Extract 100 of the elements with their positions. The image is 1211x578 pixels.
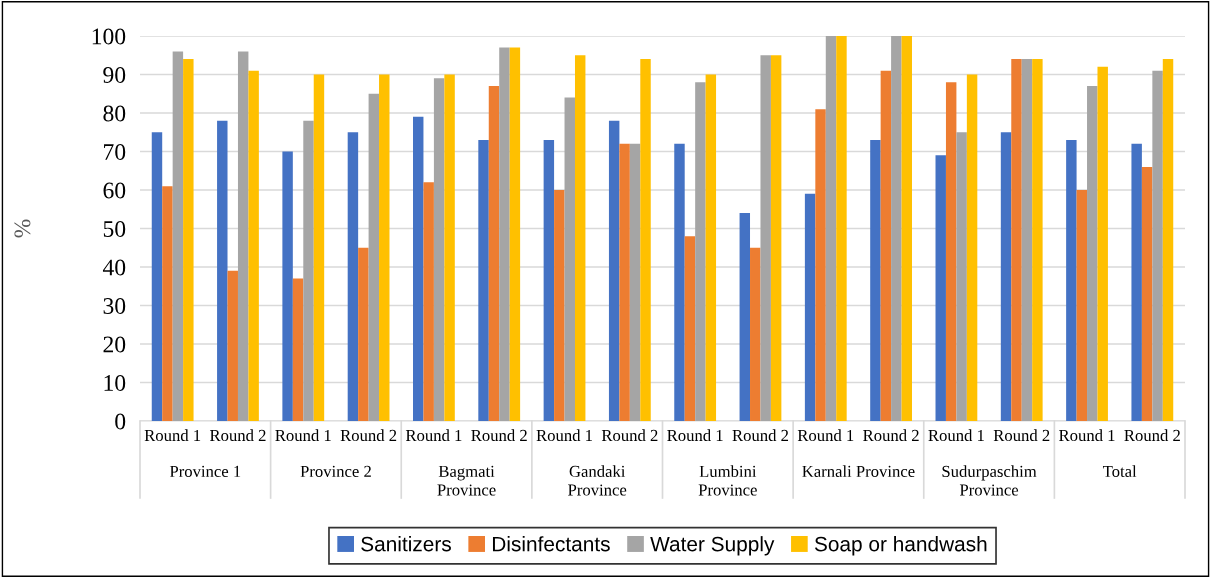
bar (1152, 70, 1163, 421)
bar (183, 59, 194, 421)
legend-label: Disinfectants (492, 536, 610, 552)
bar (478, 139, 489, 421)
x-tick-label: Round 2 (471, 429, 527, 442)
bar (488, 86, 500, 421)
bar (499, 47, 510, 421)
bar (543, 139, 555, 421)
x-tick-label: Round 2 (993, 429, 1050, 442)
bar (248, 70, 259, 421)
y-tick-label: 90 (103, 66, 126, 83)
y-tick-label: 30 (103, 297, 126, 314)
bar (313, 74, 325, 421)
bar (705, 74, 717, 421)
bar (379, 74, 390, 421)
bar (444, 74, 455, 421)
bar (292, 278, 304, 421)
bar (1087, 86, 1098, 421)
bar (825, 36, 837, 421)
legend-label: Sanitizers (361, 536, 451, 552)
bar (227, 270, 238, 421)
bar (1032, 59, 1043, 421)
y-tick-label: 40 (102, 259, 126, 276)
x-tick-label: Round 1 (1059, 429, 1115, 442)
bar (413, 116, 424, 421)
bar (1162, 59, 1174, 421)
x-tick-label: Round 2 (340, 429, 397, 442)
y-tick-label: 0 (115, 413, 126, 430)
bar (1141, 166, 1153, 421)
bar (956, 132, 967, 421)
bar (1066, 139, 1077, 421)
bar (608, 120, 620, 421)
bar (966, 74, 978, 421)
bar (640, 59, 651, 421)
y-tick-label: 10 (104, 374, 126, 391)
bar (619, 143, 630, 421)
bar (282, 151, 293, 421)
bar (684, 236, 696, 421)
x-tick-label: Round 1 (275, 429, 331, 442)
bar (739, 213, 751, 421)
text: Province 1 (169, 465, 241, 477)
bar (237, 51, 249, 421)
bar (695, 82, 706, 421)
text: Total (1102, 465, 1137, 477)
bar (1076, 190, 1088, 421)
text: Province 2 (300, 465, 371, 477)
x-tick-label: Round 2 (1124, 429, 1180, 442)
y-tick-label: 70 (104, 143, 126, 160)
bar (423, 182, 434, 421)
x-tick-label: Round 2 (732, 429, 789, 442)
bar (564, 97, 575, 421)
y-tick-label: 20 (103, 336, 126, 353)
bar (945, 82, 957, 421)
bar (303, 120, 314, 421)
bar (217, 120, 228, 421)
bar (1131, 143, 1142, 421)
y-axis-title: % (14, 219, 31, 238)
bar (870, 139, 881, 421)
x-tick-label: Round 2 (209, 429, 266, 442)
text: Bagmati Province (437, 465, 496, 496)
x-tick-label: Round 1 (144, 429, 201, 442)
bar (1021, 59, 1033, 421)
text: Sudurpaschim Province (942, 465, 1037, 496)
x-tick-label: Round 1 (928, 429, 984, 442)
bar (674, 143, 685, 421)
y-tick-label: 80 (103, 105, 126, 122)
bar (750, 247, 761, 421)
bar (509, 47, 521, 421)
bar (629, 143, 641, 421)
y-tick-label: 100 (92, 28, 126, 45)
bar (901, 36, 912, 421)
bar (760, 55, 771, 421)
x-tick-label: Round 1 (797, 429, 854, 442)
legend-label: Water Supply (650, 536, 775, 556)
bar (804, 193, 816, 421)
bar (1011, 59, 1022, 421)
bar (880, 70, 892, 421)
bar (815, 109, 826, 421)
bar (554, 190, 565, 421)
bar (574, 55, 586, 421)
bar (1000, 132, 1012, 421)
x-tick-label: Round 1 (536, 429, 593, 442)
x-tick-label: Round 2 (863, 429, 919, 442)
text: Gandaki Province (568, 465, 627, 496)
y-tick-label: 50 (103, 220, 126, 237)
bar (1097, 66, 1108, 421)
bar (891, 36, 902, 421)
bar (770, 55, 782, 421)
x-tick-label: Round 1 (667, 429, 723, 442)
legend-label: Soap or handwash (814, 536, 987, 556)
bar (836, 36, 847, 421)
text: Karnali Province (802, 465, 915, 477)
bar (433, 78, 445, 421)
bar (935, 155, 946, 421)
bar (172, 51, 184, 421)
bar (347, 132, 359, 421)
text: Lumbini Province (698, 465, 757, 496)
bar (162, 186, 173, 421)
bar (368, 93, 380, 421)
bar (358, 247, 369, 421)
